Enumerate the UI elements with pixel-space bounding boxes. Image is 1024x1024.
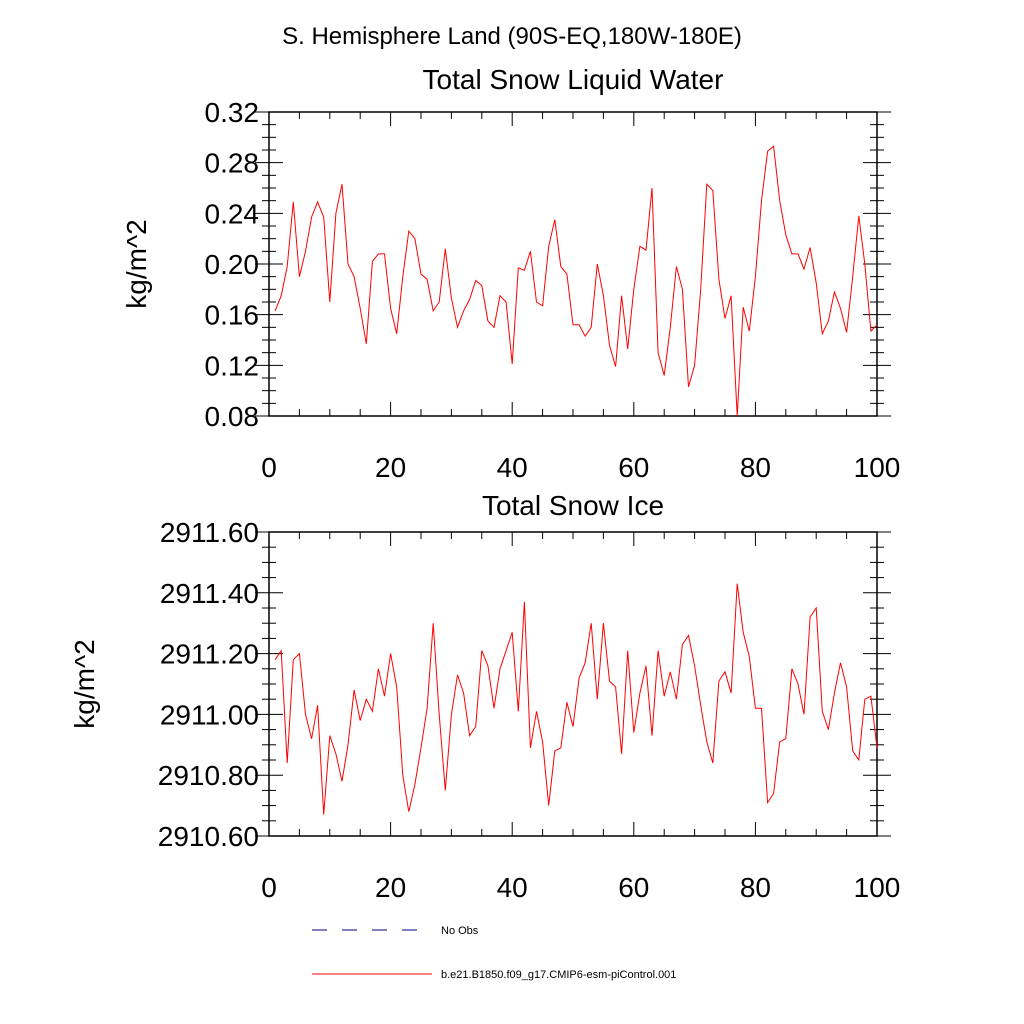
chart-panel-snow-liquid-water: Total Snow Liquid Water kg/m^2 0.08 0.12 0.1… bbox=[121, 64, 900, 483]
x-tick-label: 40 bbox=[497, 452, 528, 483]
x-tick-label: 0 bbox=[261, 872, 277, 903]
chart-panel-snow-ice: Total Snow Ice kg/m^2 2910.60 2910.80 2911.0… bbox=[69, 490, 900, 903]
y-tick-label: 0.28 bbox=[205, 148, 260, 179]
legend-label-no-obs: No Obs bbox=[441, 925, 479, 937]
plot-frame bbox=[268, 111, 878, 417]
series-line-model bbox=[274, 583, 878, 815]
y-tick-label: 2911.20 bbox=[160, 639, 259, 670]
y-tick-label: 0.08 bbox=[205, 401, 260, 432]
y-tick-label: 2910.80 bbox=[158, 760, 259, 791]
chart-title: Total Snow Ice bbox=[482, 490, 664, 521]
y-tick-label: 0.12 bbox=[205, 350, 260, 381]
y-tick-label: 0.32 bbox=[205, 97, 260, 128]
x-tick-label: 100 bbox=[854, 452, 901, 483]
x-tick-label: 100 bbox=[854, 872, 901, 903]
y-axis-label: kg/m^2 bbox=[121, 219, 152, 308]
plot-frame bbox=[268, 531, 878, 837]
y-tick-label: 2911.60 bbox=[160, 517, 259, 548]
y-tick-label: 0.24 bbox=[205, 198, 260, 229]
y-tick-label: 2911.00 bbox=[160, 699, 259, 730]
y-tick-label: 2910.60 bbox=[158, 821, 259, 852]
x-tick-label: 0 bbox=[261, 452, 277, 483]
x-tick-label: 20 bbox=[375, 872, 406, 903]
legend-label-model: b.e21.B1850.f09_g17.CMIP6-esm-piControl.… bbox=[441, 969, 676, 981]
chart-title: Total Snow Liquid Water bbox=[423, 64, 724, 95]
series-line-model bbox=[274, 145, 878, 417]
y-tick-label: 0.16 bbox=[205, 300, 260, 331]
x-tick-label: 80 bbox=[740, 872, 771, 903]
x-tick-label: 60 bbox=[618, 872, 649, 903]
x-tick-label: 60 bbox=[618, 452, 649, 483]
y-tick-label: 0.20 bbox=[205, 249, 260, 280]
y-axis-label: kg/m^2 bbox=[69, 639, 100, 728]
legend: No Obs b.e21.B1850.f09_g17.CMIP6-esm-piC… bbox=[312, 925, 676, 981]
x-tick-label: 20 bbox=[375, 452, 406, 483]
x-tick-label: 80 bbox=[740, 452, 771, 483]
y-tick-label: 2911.40 bbox=[160, 578, 259, 609]
page-title: S. Hemisphere Land (90S-EQ,180W-180E) bbox=[282, 23, 742, 50]
x-tick-label: 40 bbox=[497, 872, 528, 903]
